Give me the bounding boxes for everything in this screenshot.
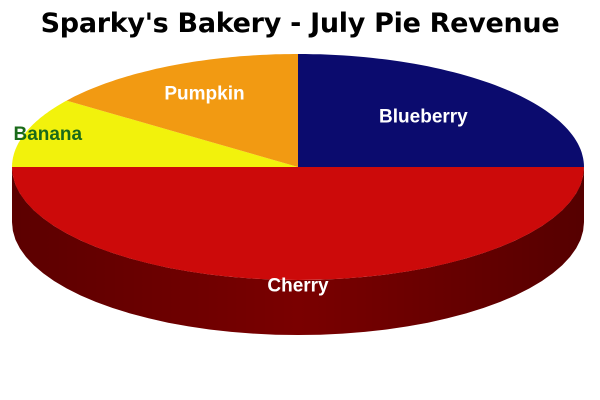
pie-slice-banana[interactable] (12, 100, 298, 167)
pie-sides (12, 167, 584, 335)
pie-tops (12, 54, 584, 280)
pie-labels: Blueberry Cherry Banana Pumpkin (13, 84, 468, 297)
label-banana: Banana (13, 124, 82, 145)
label-pumpkin: Pumpkin (164, 84, 244, 105)
label-cherry: Cherry (267, 276, 329, 297)
label-blueberry: Blueberry (379, 107, 468, 128)
pie-slice-blueberry[interactable] (298, 54, 584, 167)
chart-title: Sparky's Bakery - July Pie Revenue (40, 8, 560, 39)
pie-side-shade-cherry (12, 167, 584, 335)
pie-slice-cherry[interactable] (12, 167, 584, 280)
pie-slice-pumpkin[interactable] (66, 54, 298, 167)
